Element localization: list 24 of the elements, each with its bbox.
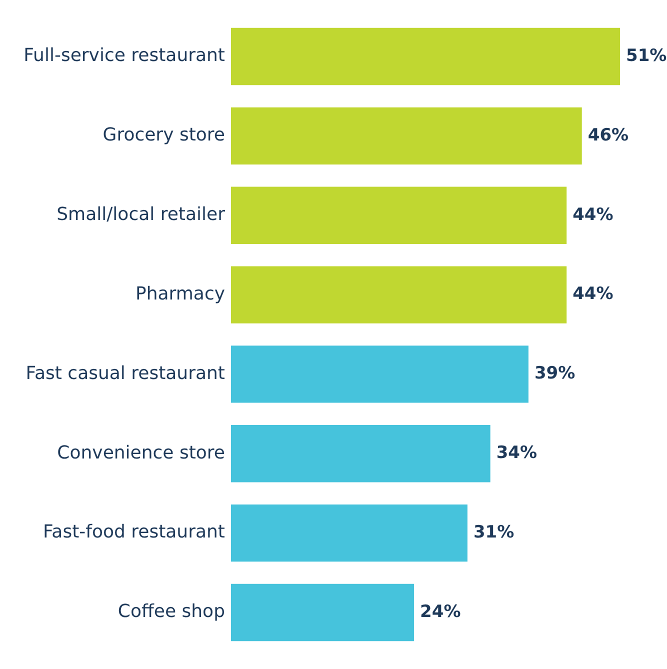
data-label: 44% [572, 204, 614, 225]
bar [231, 346, 528, 403]
y-tick-label: Small/local retailer [56, 204, 226, 226]
y-tick-label: Fast casual restaurant [26, 362, 225, 384]
y-tick-label: Coffee shop [118, 601, 225, 622]
data-label: 24% [420, 602, 461, 622]
data-label: 34% [496, 443, 538, 464]
bar [231, 584, 414, 642]
data-label: 46% [588, 125, 629, 146]
y-tick-label: Grocery store [102, 124, 225, 146]
bar [231, 186, 567, 244]
data-label: 31% [473, 522, 514, 542]
y-tick-label: Pharmacy [136, 283, 226, 304]
data-label: 39% [534, 364, 576, 384]
bar [231, 107, 582, 165]
y-tick-label: Full-service restaurant [24, 45, 225, 66]
bar [231, 266, 567, 324]
y-tick-label: Fast-food restaurant [42, 522, 225, 543]
bar [231, 28, 620, 86]
data-label: 44% [572, 284, 614, 304]
bar [231, 425, 490, 482]
y-tick-label: Convenience store [57, 442, 225, 464]
bar [231, 504, 468, 562]
data-label: 51% [626, 46, 667, 66]
